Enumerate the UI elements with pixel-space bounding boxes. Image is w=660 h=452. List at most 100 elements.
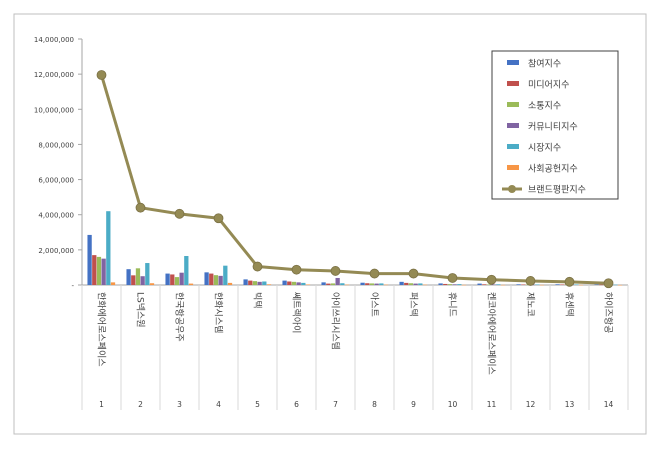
- bar: [500, 284, 506, 286]
- category-name-label: 휴니드: [447, 292, 458, 317]
- category-name-label: 켄코아에어로스페이스: [486, 292, 497, 375]
- bar: [87, 234, 92, 285]
- y-tick-label: 12,000,000: [34, 71, 74, 79]
- bar: [482, 284, 487, 285]
- line-point: [213, 213, 224, 224]
- bar: [613, 284, 618, 286]
- line-point: [96, 70, 107, 80]
- category-number-label: 6: [294, 400, 299, 409]
- bar: [287, 281, 292, 285]
- legend-swatch: [507, 165, 519, 170]
- bar: [477, 283, 482, 285]
- legend-swatch: [507, 144, 519, 149]
- legend-label: 브랜드평판지수: [528, 185, 586, 196]
- y-tick-label: 14,000,000: [34, 36, 74, 44]
- bar: [578, 284, 584, 286]
- legend-swatch: [507, 81, 519, 86]
- category-name-label: 아스트: [369, 292, 380, 317]
- bar: [594, 284, 599, 285]
- y-tick-label: 4,000,000: [38, 212, 74, 220]
- bar: [539, 284, 545, 286]
- bar: [209, 273, 214, 285]
- category-number-label: 2: [138, 400, 143, 409]
- y-tick-label: 6,000,000: [38, 177, 74, 185]
- category-name-label: 아이쓰리시스템: [330, 292, 342, 350]
- bar: [96, 256, 102, 285]
- bar: [165, 273, 170, 285]
- bar: [383, 284, 389, 286]
- category-name-label: 빅텍: [252, 292, 263, 309]
- bar: [204, 272, 209, 285]
- bar: [296, 282, 301, 285]
- legend-label: 사회공헌지수: [528, 164, 578, 175]
- bar: [457, 284, 462, 285]
- category-name-label: 퍼스텍: [408, 292, 419, 317]
- bar: [257, 281, 262, 285]
- bar: [461, 284, 467, 286]
- bar: [344, 284, 350, 286]
- category-name-label: 한화에어로스페이스: [96, 292, 107, 367]
- bar: [252, 281, 258, 285]
- category-number-label: 9: [411, 400, 416, 409]
- line-point: [408, 268, 419, 279]
- bar: [516, 284, 521, 285]
- category-number-label: 4: [216, 400, 221, 409]
- bar: [184, 256, 189, 285]
- bar: [243, 279, 248, 285]
- line-point: [252, 261, 263, 272]
- line-point: [486, 274, 497, 285]
- bar: [140, 276, 145, 285]
- bar: [213, 275, 219, 285]
- legend-label: 커뮤니티지수: [528, 122, 578, 133]
- line-point: [330, 266, 341, 276]
- bar: [404, 282, 409, 285]
- category-name-label: 제노코: [525, 292, 536, 317]
- bar: [408, 283, 414, 285]
- line-point: [447, 273, 458, 283]
- y-tick-label: 2,000,000: [38, 247, 74, 255]
- category-name-label: LS넥스원: [135, 292, 146, 328]
- line-point: [174, 208, 185, 219]
- category-number-label: 1: [99, 400, 104, 409]
- legend-swatch: [507, 123, 519, 128]
- category-number-label: 12: [526, 400, 536, 409]
- category-number-label: 8: [372, 400, 377, 409]
- bar: [135, 268, 141, 285]
- bar: [555, 284, 560, 285]
- legend-swatch: [507, 60, 519, 65]
- bar: [131, 275, 136, 285]
- bar: [145, 263, 150, 285]
- line-point: [291, 264, 302, 275]
- bar: [248, 280, 253, 285]
- category-number-label: 13: [565, 400, 575, 409]
- bar: [110, 282, 116, 285]
- bar: [369, 283, 375, 285]
- legend-label: 참여지수: [528, 58, 561, 70]
- line-series: [100, 74, 609, 285]
- bar: [92, 255, 97, 285]
- bar: [340, 283, 345, 285]
- category-number-label: 7: [333, 400, 338, 409]
- line-point: [135, 202, 146, 213]
- bar: [223, 265, 228, 285]
- category-number-label: 10: [448, 400, 458, 409]
- legend-swatch: [508, 185, 516, 193]
- line-point: [525, 276, 536, 286]
- bar: [365, 283, 370, 285]
- bar: [496, 284, 501, 285]
- bar: [447, 284, 453, 285]
- category-name-label: 휴센텍: [564, 292, 575, 317]
- bar: [360, 282, 365, 285]
- bar: [438, 283, 443, 285]
- legend-swatch: [507, 102, 519, 107]
- bar: [379, 283, 384, 285]
- y-tick-label: -: [71, 282, 74, 290]
- bar: [126, 269, 131, 285]
- bar: [491, 284, 496, 285]
- bar: [106, 211, 111, 285]
- bar: [330, 283, 336, 285]
- bar: [486, 284, 492, 285]
- line-point: [603, 278, 614, 289]
- bar: [443, 283, 448, 285]
- bar: [452, 284, 457, 285]
